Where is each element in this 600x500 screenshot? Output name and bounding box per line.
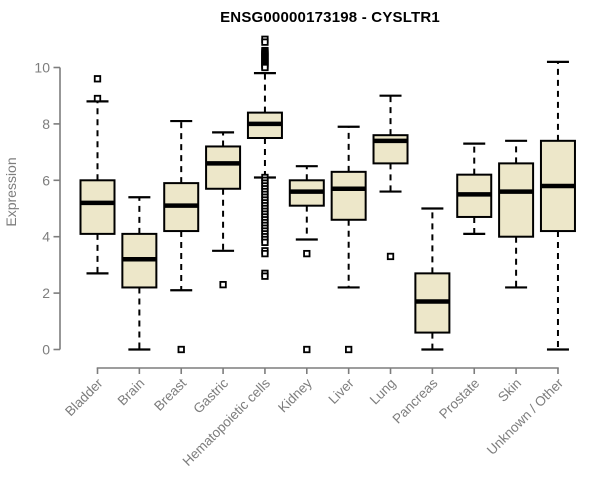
y-axis: 0 2 4 6 8 10 Expression [3, 60, 61, 358]
x-tick-label: Liver [325, 375, 357, 407]
x-tick-label: Prostate [436, 376, 482, 422]
y-tick-label: 8 [42, 116, 50, 132]
x-tick-label: Skin [495, 376, 524, 405]
y-tick-label: 2 [42, 285, 50, 301]
box-group [414, 207, 451, 351]
y-tick-label: 10 [34, 60, 50, 76]
x-tick-label: Gastric [190, 375, 231, 416]
outlier-point [261, 249, 269, 258]
box-group [498, 139, 535, 289]
y-tick-label: 6 [42, 172, 50, 188]
outlier-point [93, 75, 102, 83]
chart-title: ENSG00000173198 - CYSLTR1 [220, 9, 440, 26]
outlier-point [303, 345, 311, 354]
box-group [121, 196, 158, 351]
outlier-point [219, 280, 227, 289]
iqr-box [205, 145, 242, 190]
outlier-point [177, 345, 185, 354]
x-tick-label: Kidney [275, 375, 315, 415]
box-group [79, 75, 116, 275]
outlier-point [386, 252, 395, 261]
iqr-box [79, 179, 116, 235]
box-group [539, 60, 576, 351]
outlier-point [261, 63, 269, 72]
outlier-point [345, 345, 353, 354]
x-tick-label: Breast [151, 375, 189, 413]
box-group [246, 35, 283, 280]
outlier-point [303, 249, 311, 258]
y-tick-label: 4 [42, 229, 50, 245]
outlier-point [261, 238, 269, 246]
outlier-point [93, 94, 102, 103]
box-group [205, 131, 242, 289]
box-group [330, 125, 367, 354]
outlier-point [261, 38, 269, 46]
box-group [288, 165, 325, 354]
y-axis-title: Expression [3, 157, 19, 226]
box-group [372, 94, 409, 261]
x-tick-label: Brain [115, 376, 148, 409]
iqr-box [498, 162, 535, 238]
x-tick-label: Unknown / Other [484, 375, 567, 458]
outlier-point [261, 272, 269, 280]
y-tick-label: 0 [42, 342, 50, 358]
box-group [163, 119, 200, 354]
x-tick-label: Lung [367, 376, 399, 408]
box-group [456, 142, 493, 235]
x-tick-label: Pancreas [390, 375, 441, 426]
x-tick-label: Bladder [62, 375, 106, 419]
iqr-box [330, 170, 367, 221]
